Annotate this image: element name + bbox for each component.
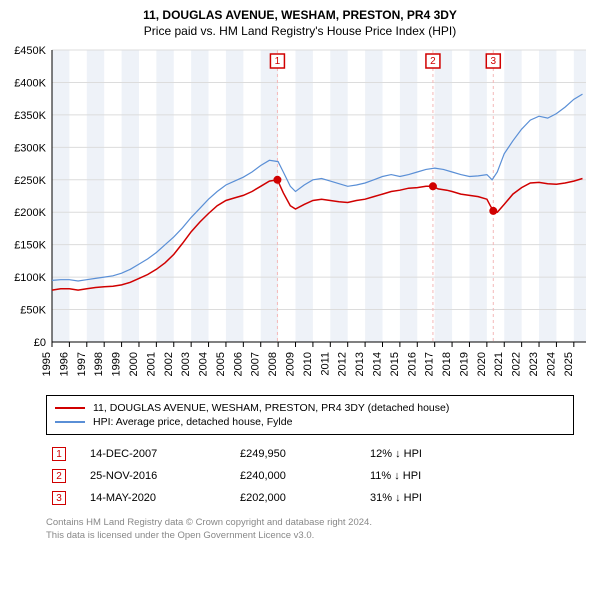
svg-text:£100K: £100K <box>14 272 46 284</box>
svg-text:2015: 2015 <box>389 352 401 376</box>
svg-text:3: 3 <box>491 56 497 67</box>
svg-text:2012: 2012 <box>337 352 349 376</box>
event-date: 14-MAY-2020 <box>84 487 234 509</box>
svg-text:1997: 1997 <box>76 352 88 376</box>
events-table: 1 14-DEC-2007 £249,950 12% ↓ HPI 2 25-NO… <box>46 443 574 509</box>
svg-text:2001: 2001 <box>145 352 157 376</box>
svg-text:2021: 2021 <box>493 352 505 376</box>
event-price: £240,000 <box>234 465 364 487</box>
svg-text:2014: 2014 <box>371 352 383 376</box>
svg-text:2: 2 <box>430 56 436 67</box>
event-delta: 11% ↓ HPI <box>364 465 574 487</box>
title-subtitle: Price paid vs. HM Land Registry's House … <box>6 24 594 38</box>
svg-text:2024: 2024 <box>545 352 557 376</box>
legend-label-property: 11, DOUGLAS AVENUE, WESHAM, PRESTON, PR4… <box>93 402 449 414</box>
svg-text:£50K: £50K <box>20 305 46 317</box>
legend-swatch-hpi <box>55 421 85 423</box>
event-delta: 12% ↓ HPI <box>364 443 574 465</box>
svg-text:2016: 2016 <box>406 352 418 376</box>
svg-text:1998: 1998 <box>93 352 105 376</box>
svg-text:2005: 2005 <box>215 352 227 376</box>
legend-swatch-property <box>55 407 85 409</box>
svg-text:2013: 2013 <box>354 352 366 376</box>
svg-text:2008: 2008 <box>267 352 279 376</box>
svg-text:2011: 2011 <box>319 352 331 376</box>
title-address: 11, DOUGLAS AVENUE, WESHAM, PRESTON, PR4… <box>6 8 594 22</box>
event-row: 2 25-NOV-2016 £240,000 11% ↓ HPI <box>46 465 574 487</box>
event-delta: 31% ↓ HPI <box>364 487 574 509</box>
event-price: £249,950 <box>234 443 364 465</box>
event-date: 14-DEC-2007 <box>84 443 234 465</box>
svg-text:£200K: £200K <box>14 207 46 219</box>
svg-text:£250K: £250K <box>14 175 46 187</box>
svg-text:2006: 2006 <box>232 352 244 376</box>
svg-text:1995: 1995 <box>41 352 53 376</box>
svg-text:2009: 2009 <box>285 352 297 376</box>
event-marker-icon: 1 <box>52 447 66 461</box>
title-block: 11, DOUGLAS AVENUE, WESHAM, PRESTON, PR4… <box>6 8 594 38</box>
legend-label-hpi: HPI: Average price, detached house, Fyld… <box>93 416 292 428</box>
svg-text:£400K: £400K <box>14 77 46 89</box>
svg-text:2010: 2010 <box>302 352 314 376</box>
footnote-line2: This data is licensed under the Open Gov… <box>46 530 574 543</box>
svg-text:1999: 1999 <box>111 352 123 376</box>
svg-text:2007: 2007 <box>250 352 262 376</box>
chart-container: 11, DOUGLAS AVENUE, WESHAM, PRESTON, PR4… <box>0 0 600 547</box>
svg-text:2022: 2022 <box>511 352 523 376</box>
legend-row-property: 11, DOUGLAS AVENUE, WESHAM, PRESTON, PR4… <box>55 402 565 414</box>
svg-text:2018: 2018 <box>441 352 453 376</box>
svg-text:2019: 2019 <box>458 352 470 376</box>
event-row: 1 14-DEC-2007 £249,950 12% ↓ HPI <box>46 443 574 465</box>
svg-text:£0: £0 <box>34 337 46 349</box>
svg-text:2000: 2000 <box>128 352 140 376</box>
svg-text:2002: 2002 <box>163 352 175 376</box>
chart-svg: £0 £50K £100K £150K £200K £250K £300K £350K £400… <box>6 44 594 384</box>
svg-text:£350K: £350K <box>14 110 46 122</box>
footnote: Contains HM Land Registry data © Crown c… <box>46 517 574 543</box>
svg-text:2025: 2025 <box>563 352 575 376</box>
legend: 11, DOUGLAS AVENUE, WESHAM, PRESTON, PR4… <box>46 395 574 435</box>
svg-text:1: 1 <box>275 56 281 67</box>
svg-text:2003: 2003 <box>180 352 192 376</box>
svg-text:2004: 2004 <box>198 352 210 376</box>
svg-text:£150K: £150K <box>14 240 46 252</box>
svg-text:2020: 2020 <box>476 352 488 376</box>
event-row: 3 14-MAY-2020 £202,000 31% ↓ HPI <box>46 487 574 509</box>
svg-text:£450K: £450K <box>14 45 46 57</box>
svg-text:2017: 2017 <box>424 352 436 376</box>
svg-text:£300K: £300K <box>14 142 46 154</box>
svg-text:2023: 2023 <box>528 352 540 376</box>
event-marker-icon: 3 <box>52 491 66 505</box>
legend-row-hpi: HPI: Average price, detached house, Fyld… <box>55 416 565 428</box>
event-date: 25-NOV-2016 <box>84 465 234 487</box>
event-price: £202,000 <box>234 487 364 509</box>
chart-area: £0 £50K £100K £150K £200K £250K £300K £350K £400… <box>6 44 594 389</box>
footnote-line1: Contains HM Land Registry data © Crown c… <box>46 517 574 530</box>
svg-text:1996: 1996 <box>58 352 70 376</box>
event-marker-icon: 2 <box>52 469 66 483</box>
